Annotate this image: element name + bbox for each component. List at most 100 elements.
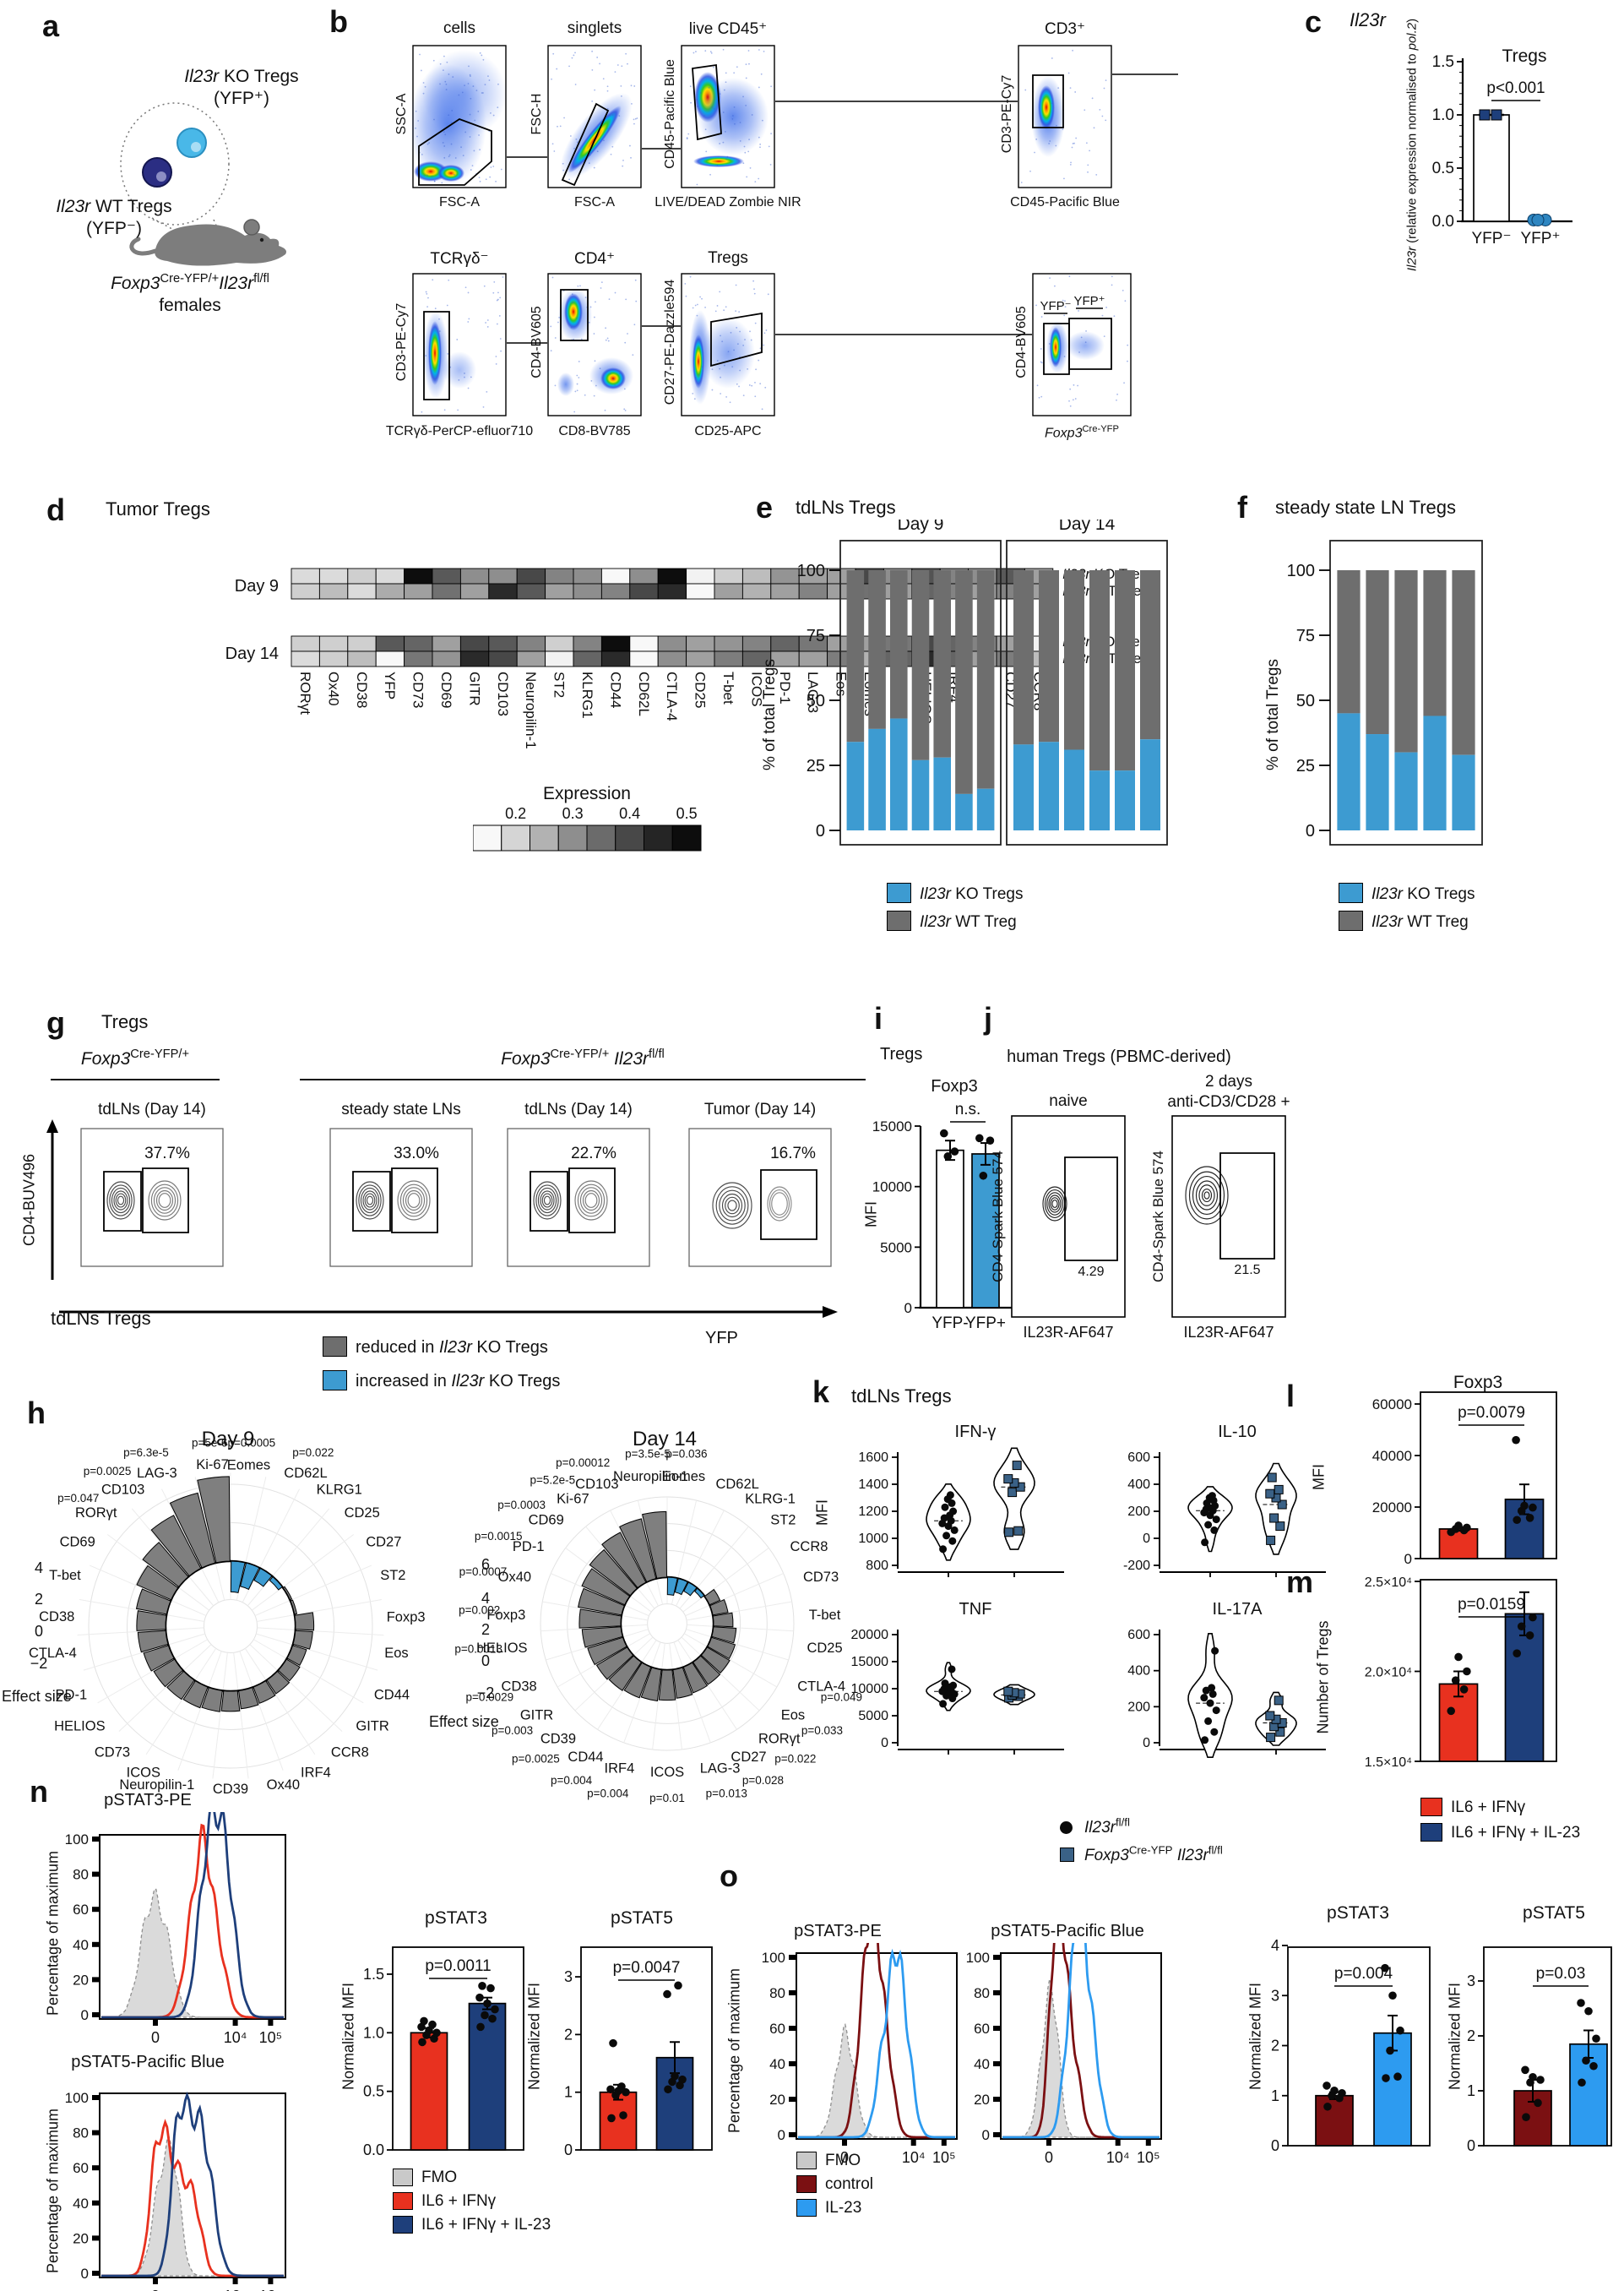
svg-text:Neuropilin-1: Neuropilin-1 [119, 1777, 194, 1793]
panel-b-letter: b [329, 4, 348, 39]
svg-text:p=0.047: p=0.047 [57, 1492, 99, 1505]
panel-f-letter: f [1237, 490, 1247, 525]
panel-g-letter: g [46, 1005, 65, 1040]
wt-treg-label: Il23r WT Tregs (YFP⁻) [34, 196, 194, 240]
svg-text:100: 100 [65, 1831, 89, 1847]
svg-text:T-bet: T-bet [809, 1608, 841, 1623]
flow-plot-cd4 [547, 273, 642, 416]
svg-text:800: 800 [866, 1559, 888, 1573]
svg-text:IL-17A: IL-17A [1213, 1601, 1263, 1619]
panel-c-chart: 0.0 0.5 1.0 1.5 YFP⁻ YFP⁺ p<0.001 [1301, 4, 1624, 270]
svg-text:100: 100 [762, 1950, 785, 1966]
svg-text:25: 25 [807, 757, 825, 775]
flow-title-singlets: singlets [567, 19, 622, 37]
g-plot-title-0: tdLNs (Day 14) [98, 1101, 206, 1118]
activated-ylabel: CD4-Spark Blue 574 [1150, 1151, 1166, 1282]
n-pstat3-bars: 0.0 0.5 1.0 1.5 p=0.0011 [363, 1946, 524, 2158]
flow-title-cells: cells [443, 19, 475, 37]
svg-text:p=0.003: p=0.003 [492, 1724, 533, 1737]
wt-treg-line1: Il23r WT Tregs [56, 197, 172, 216]
flow-ylabel-tcr: CD3-PE-Cy7 [394, 302, 409, 382]
panel-l-m: l Foxp3 MFI 0 20000 40000 60000 p=0.0079 m N… [1275, 1369, 1624, 1854]
g-flow-plot-3: 16.7% [688, 1128, 832, 1267]
svg-text:0.3: 0.3 [562, 807, 584, 822]
svg-text:p=5.2e-5: p=5.2e-5 [530, 1474, 576, 1487]
svg-text:40000: 40000 [1372, 1448, 1412, 1464]
panel-i: i Tregs Foxp3 MFI 0 5000 10000 15000 YFP- YFP… [861, 1001, 1039, 1364]
svg-text:10⁵: 10⁵ [932, 2149, 955, 2166]
panel-i-subtitle: Foxp3 [931, 1077, 978, 1096]
svg-text:75: 75 [1296, 627, 1315, 645]
o-pstat5-bar-title: pSTAT5 [1523, 1903, 1585, 1923]
flow-title-cd4: CD4⁺ [573, 250, 616, 268]
svg-text:p=0.022: p=0.022 [292, 1446, 334, 1459]
violin-TNF: TNF 20000 15000 10000 5000 0 [849, 1600, 1102, 1787]
svg-text:CD103: CD103 [101, 1482, 144, 1497]
svg-text:40: 40 [974, 2056, 990, 2072]
heatmap-marker-KLRG1: KLRG1 [579, 672, 595, 719]
panel-l-letter: l [1286, 1379, 1295, 1413]
flow-ylabel-singlets: FSC-H [530, 93, 544, 135]
group2-underline [300, 1079, 866, 1080]
svg-text:GITR: GITR [520, 1707, 553, 1722]
heatmap-marker-PD-1: PD-1 [776, 672, 793, 705]
svg-text:1.5×10⁴: 1.5×10⁴ [1365, 1755, 1412, 1770]
svg-text:20000: 20000 [851, 1628, 889, 1642]
svg-text:60000: 60000 [1372, 1396, 1412, 1412]
svg-text:0: 0 [778, 2127, 785, 2143]
svg-text:10000: 10000 [872, 1179, 912, 1195]
heatmap-marker-CD73: CD73 [410, 672, 426, 709]
svg-text:ICOS: ICOS [650, 1765, 684, 1780]
svg-text:CD38: CD38 [39, 1609, 74, 1624]
n-pstat5-bars: 0 1 2 3 p=0.0047 [564, 1946, 713, 2158]
flow-ylabel-cd4: CD4-BV605 [530, 306, 544, 378]
svg-text:CD73: CD73 [803, 1570, 839, 1585]
svg-text:4: 4 [1271, 1937, 1279, 1954]
il23r-expression-chart: 0.0 0.5 1.0 1.5 YFP⁻ YFP⁺ p<0.001 [1432, 53, 1572, 248]
expression-legend: 0.2 0.3 0.4 0.5 [472, 805, 726, 874]
svg-text:2: 2 [1271, 2038, 1279, 2054]
svg-text:40: 40 [73, 1937, 89, 1953]
day14-axis-label: Effect size [429, 1713, 499, 1730]
svg-text:CD62L: CD62L [284, 1466, 327, 1481]
mouse-genotype: Foxp3Cre-YFP/+Il23rfl/fl [111, 272, 269, 293]
svg-text:20: 20 [769, 2092, 785, 2108]
svg-text:p=0.004: p=0.004 [1334, 1965, 1393, 1983]
panel-k-ylabel: MFI [813, 1499, 831, 1526]
flow-plot-tcr [412, 273, 507, 416]
n-legend-il23: IL6 + IFNγ + IL-23 [393, 2216, 551, 2234]
svg-text:2.0×10⁴: 2.0×10⁴ [1365, 1666, 1412, 1680]
panel-g-ylabel: CD4-BUV496 [20, 1153, 38, 1247]
svg-text:CD27: CD27 [731, 1750, 766, 1765]
panel-d-letter: d [46, 492, 65, 527]
svg-text:1.5: 1.5 [363, 1966, 384, 1983]
svg-text:Eomes: Eomes [662, 1469, 705, 1484]
svg-text:2: 2 [35, 1591, 43, 1608]
svg-text:0: 0 [1306, 822, 1315, 841]
svg-text:600: 600 [1127, 1628, 1150, 1642]
svg-text:CTLA-4: CTLA-4 [797, 1679, 845, 1695]
svg-text:1: 1 [564, 2084, 573, 2101]
o-legend-fmo: FMO [796, 2152, 861, 2170]
svg-text:25: 25 [1296, 757, 1315, 775]
panel-k-letter: k [812, 1374, 830, 1409]
day9-rose-chart: Eomes p=0.0005 CD62L p=0.022 KLRG1 CD25 CD27 ST… [29, 1436, 426, 1797]
svg-text:0: 0 [35, 1623, 43, 1640]
svg-text:10000: 10000 [851, 1682, 889, 1696]
panel-o-letter: o [720, 1858, 738, 1893]
svg-text:3: 3 [1467, 1973, 1475, 1989]
panel-h-title: tdLNs Tregs [51, 1308, 151, 1329]
svg-text:0: 0 [151, 2288, 160, 2291]
svg-text:IRF4: IRF4 [301, 1765, 331, 1780]
svg-text:ST2: ST2 [770, 1513, 796, 1528]
flow-title-tcr: TCRγδ⁻ [430, 250, 489, 268]
flow-plot-live [681, 45, 775, 188]
svg-text:PD-1: PD-1 [56, 1687, 88, 1702]
panel-j: j human Tregs (PBMC-derived) naive 2 day… [980, 1001, 1624, 1364]
svg-text:HELIOS: HELIOS [476, 1641, 528, 1656]
svg-text:33.0%: 33.0% [394, 1145, 439, 1162]
svg-text:p=0.0025: p=0.0025 [84, 1465, 132, 1477]
svg-text:RORγt: RORγt [75, 1505, 117, 1521]
svg-text:1400: 1400 [858, 1477, 888, 1492]
panel-m-ylabel: Number of Tregs [1314, 1620, 1332, 1734]
